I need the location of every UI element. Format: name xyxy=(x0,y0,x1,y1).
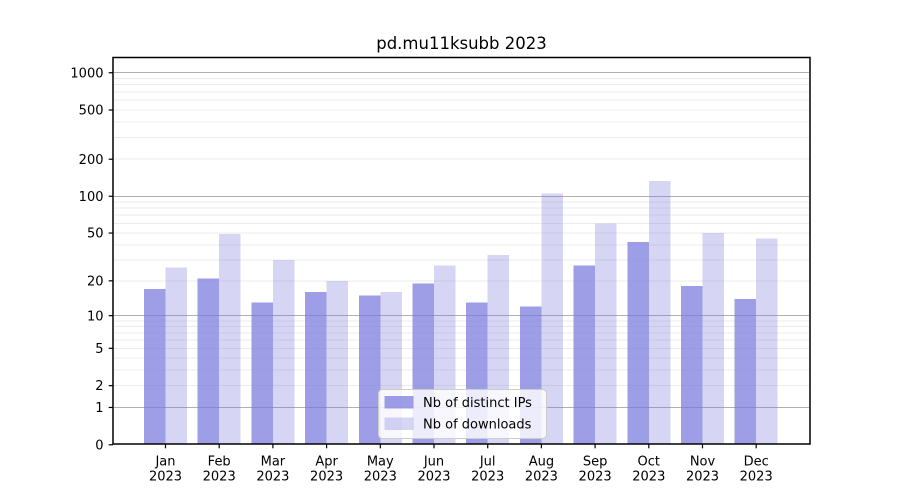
legend-swatch-downloads xyxy=(384,417,414,430)
bar-downloads xyxy=(272,259,295,444)
x-tick-label-year: 2023 xyxy=(686,470,719,485)
x-tick-label-year: 2023 xyxy=(149,470,182,485)
y-tick-label: 20 xyxy=(87,274,104,289)
x-tick-label-month: Feb xyxy=(208,455,231,470)
legend-label-downloads: Nb of downloads xyxy=(423,417,532,432)
bar-downloads xyxy=(595,223,617,444)
legend-swatch-distinct-ips xyxy=(384,396,414,409)
y-tick-label: 50 xyxy=(87,227,104,242)
y-tick-label: 10 xyxy=(87,309,104,324)
legend-label-distinct-ips: Nb of distinct IPs xyxy=(423,396,532,411)
x-tick-label-year: 2023 xyxy=(256,470,289,485)
legend: Nb of distinct IPs Nb of downloads xyxy=(378,389,547,439)
chart-title: pd.mu11ksubb 2023 xyxy=(376,34,547,53)
x-tick-label-year: 2023 xyxy=(525,470,558,485)
bar-distinct-ips xyxy=(305,292,327,444)
x-tick-label-month: Apr xyxy=(315,455,338,470)
x-tick-label-month: Jul xyxy=(479,455,496,470)
x-tick-label-month: Aug xyxy=(529,455,554,470)
bar-distinct-ips xyxy=(573,265,596,444)
x-tick-label-month: May xyxy=(367,455,394,470)
bar-distinct-ips xyxy=(734,298,757,444)
x-tick-label-year: 2023 xyxy=(417,470,450,485)
bar-downloads xyxy=(756,238,778,444)
x-tick-label-month: Jun xyxy=(423,455,444,470)
x-tick-label-month: Dec xyxy=(744,455,769,470)
x-tick-label-year: 2023 xyxy=(579,470,612,485)
x-tick-label-month: Sep xyxy=(583,455,608,470)
y-tick-label: 100 xyxy=(79,190,104,205)
bar-downloads xyxy=(165,267,187,444)
bar-distinct-ips xyxy=(144,289,166,444)
y-tick-label: 200 xyxy=(79,153,104,168)
x-tick-label-year: 2023 xyxy=(471,470,504,485)
y-tick-label: 1000 xyxy=(70,66,103,81)
bar-downloads xyxy=(541,193,563,444)
y-tick-label: 1 xyxy=(95,401,103,416)
x-tick-label-year: 2023 xyxy=(203,470,236,485)
x-tick-label-year: 2023 xyxy=(632,470,665,485)
x-tick-label-month: Nov xyxy=(690,455,716,470)
y-tick-label: 5 xyxy=(95,342,103,357)
bar-downloads xyxy=(219,234,241,444)
tick-labels-layer: 01251020501002005001000Jan2023Feb2023Mar… xyxy=(70,66,772,484)
y-tick-label: 500 xyxy=(79,104,104,119)
bar-distinct-ips xyxy=(627,242,649,444)
bar-downloads xyxy=(326,280,349,444)
x-tick-label-year: 2023 xyxy=(310,470,343,485)
ticks-layer xyxy=(108,72,757,449)
x-tick-label-month: Oct xyxy=(638,455,660,470)
bar-downloads xyxy=(702,233,724,444)
x-tick-label-month: Jan xyxy=(154,455,175,470)
y-tick-label: 2 xyxy=(95,379,103,394)
x-tick-label-year: 2023 xyxy=(740,470,773,485)
legend-box xyxy=(378,389,547,439)
x-tick-label-year: 2023 xyxy=(364,470,397,485)
x-tick-label-month: Mar xyxy=(261,455,286,470)
y-tick-label: 0 xyxy=(95,438,103,453)
bar-distinct-ips xyxy=(358,295,381,444)
bar-distinct-ips xyxy=(197,278,220,444)
plot-border xyxy=(112,56,811,445)
bar-distinct-ips xyxy=(251,302,273,444)
bar-downloads xyxy=(648,181,671,444)
bar-distinct-ips xyxy=(681,286,703,444)
minor-gridlines-layer xyxy=(113,77,810,387)
